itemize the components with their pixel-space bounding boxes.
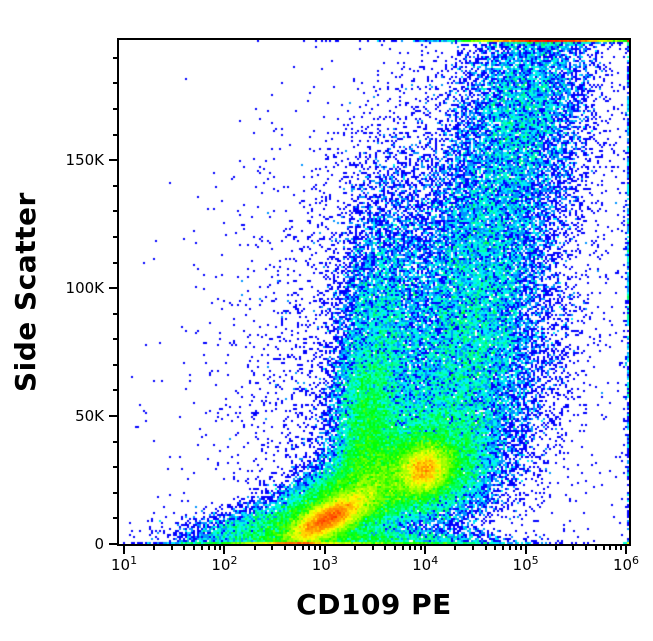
x-minor-tick <box>502 546 505 550</box>
x-tick-label: 102 <box>211 554 238 574</box>
y-tick-label: 100K <box>65 279 104 298</box>
x-minor-tick <box>472 546 475 550</box>
y-minor-tick <box>113 235 117 238</box>
y-minor-tick <box>113 363 117 366</box>
x-minor-tick <box>494 546 497 550</box>
x-tick-label: 101 <box>110 554 138 574</box>
x-minor-tick <box>514 546 517 550</box>
x-minor-tick <box>301 546 304 550</box>
y-major-tick <box>109 415 117 418</box>
y-major-tick <box>109 159 117 162</box>
x-minor-tick <box>408 546 411 550</box>
x-major-tick <box>524 546 527 554</box>
y-minor-tick <box>113 261 117 264</box>
x-minor-tick <box>283 546 286 550</box>
x-minor-tick <box>401 546 404 550</box>
x-minor-tick <box>218 546 221 550</box>
x-minor-tick <box>484 546 487 550</box>
y-minor-tick <box>113 210 117 213</box>
y-minor-tick <box>113 338 117 341</box>
y-minor-tick <box>113 56 117 59</box>
x-tick-label: 104 <box>412 554 439 574</box>
x-minor-tick <box>308 546 311 550</box>
density-scatter-canvas <box>119 40 629 544</box>
y-major-tick <box>109 543 117 545</box>
x-minor-tick <box>213 546 216 550</box>
y-minor-tick <box>113 491 117 494</box>
y-minor-tick <box>113 184 117 187</box>
x-minor-tick <box>620 546 623 550</box>
y-tick-label: 0 <box>94 535 104 553</box>
x-minor-tick <box>602 546 605 550</box>
x-minor-tick <box>293 546 296 550</box>
x-minor-tick <box>594 546 597 550</box>
x-major-tick <box>424 546 427 554</box>
x-axis-title: CD109 PE <box>296 588 452 621</box>
x-minor-tick <box>520 546 522 550</box>
x-minor-tick <box>354 546 357 550</box>
x-minor-tick <box>585 546 588 550</box>
x-minor-tick <box>554 546 557 550</box>
y-minor-tick <box>113 466 117 469</box>
y-minor-tick <box>113 389 117 392</box>
x-major-tick <box>624 546 627 554</box>
y-tick-label: 150K <box>65 151 104 170</box>
x-minor-tick <box>419 546 422 550</box>
x-minor-tick <box>271 546 274 550</box>
x-minor-tick <box>609 546 612 550</box>
x-minor-tick <box>207 546 210 550</box>
x-minor-tick <box>183 546 186 550</box>
x-minor-tick <box>193 546 196 550</box>
y-minor-tick <box>113 517 117 520</box>
x-tick-label: 105 <box>512 554 539 574</box>
y-minor-tick <box>113 108 117 111</box>
x-tick-label: 106 <box>612 554 640 574</box>
x-minor-tick <box>201 546 204 550</box>
x-tick-label: 103 <box>311 554 338 574</box>
x-minor-tick <box>314 546 317 550</box>
y-minor-tick <box>113 133 117 136</box>
x-minor-tick <box>572 546 575 550</box>
x-major-tick <box>323 546 326 554</box>
plot-area <box>117 38 631 546</box>
x-major-tick <box>123 546 126 554</box>
y-minor-tick <box>113 82 117 85</box>
x-minor-tick <box>509 546 512 550</box>
y-minor-tick <box>113 440 117 443</box>
x-minor-tick <box>153 546 156 550</box>
x-minor-tick <box>393 546 396 550</box>
x-minor-tick <box>454 546 457 550</box>
y-minor-tick <box>113 312 117 315</box>
x-minor-tick <box>253 546 256 550</box>
x-major-tick <box>223 546 226 554</box>
x-minor-tick <box>170 546 173 550</box>
x-minor-tick <box>414 546 417 550</box>
y-tick-label: 50K <box>75 407 104 426</box>
x-minor-tick <box>615 546 618 550</box>
x-minor-tick <box>319 546 322 550</box>
x-minor-tick <box>384 546 387 550</box>
y-major-tick <box>109 287 117 290</box>
x-minor-tick <box>371 546 374 550</box>
